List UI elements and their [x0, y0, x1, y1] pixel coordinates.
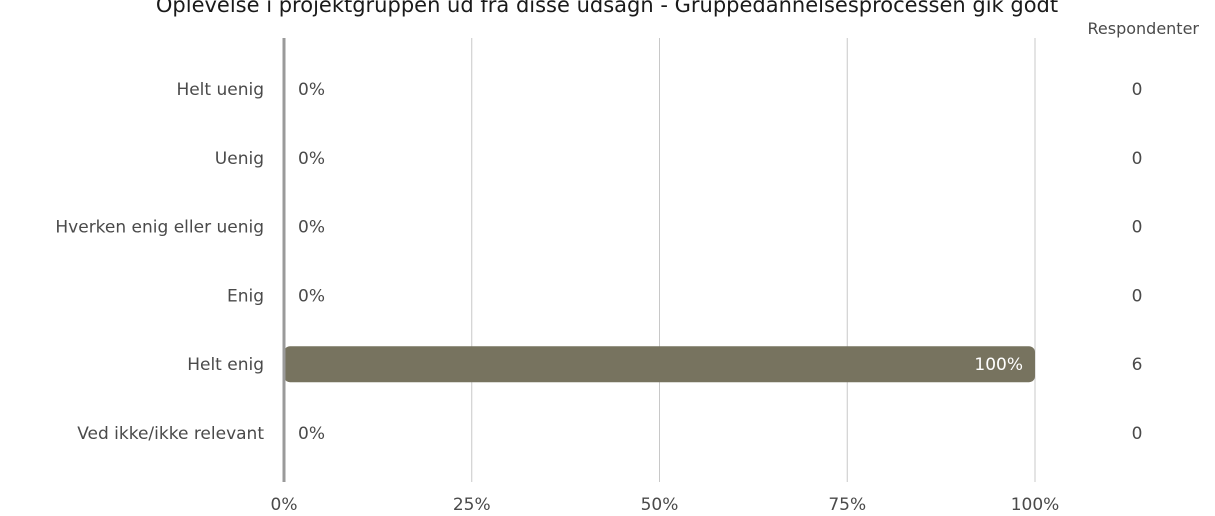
gridlines: [471, 38, 1036, 482]
x-tick-label: 100%: [1011, 495, 1060, 515]
respondent-counts: 0 0 0 0 6 0: [1132, 80, 1143, 444]
value-label: 0%: [298, 286, 325, 306]
category-label: Helt enig: [187, 355, 264, 375]
value-label: 0%: [298, 424, 325, 444]
value-label: 0%: [298, 149, 325, 169]
value-label: 0%: [298, 80, 325, 100]
category-label: Helt uenig: [176, 80, 264, 100]
respondent-count: 6: [1132, 355, 1143, 375]
respondent-count: 0: [1132, 80, 1143, 100]
respondent-count: 0: [1132, 286, 1143, 306]
x-tick-label: 75%: [828, 495, 866, 515]
value-label: 0%: [298, 218, 325, 238]
value-labels: 0% 0% 0% 0% 100% 0%: [298, 80, 1023, 444]
category-labels: Helt uenig Uenig Hverken enig eller uenig E…: [55, 80, 264, 444]
respondent-count: 0: [1132, 424, 1143, 444]
x-tick-label: 50%: [641, 495, 679, 515]
respondents-header: Respondenter: [1088, 19, 1200, 38]
respondent-count: 0: [1132, 149, 1143, 169]
x-tick-label: 25%: [453, 495, 491, 515]
category-label: Ved ikke/ikke relevant: [77, 424, 264, 444]
category-label: Enig: [227, 286, 264, 306]
chart-title: Oplevelse i projektgruppen ud fra disse …: [156, 0, 1058, 17]
x-tick-label: 0%: [271, 495, 298, 515]
category-label: Hverken enig eller uenig: [55, 218, 264, 238]
value-label: 100%: [974, 355, 1023, 375]
bar: [284, 346, 1035, 383]
bars: [284, 346, 1035, 383]
category-label: Uenig: [215, 149, 264, 169]
x-tick-labels: 0% 25% 50% 75% 100%: [271, 495, 1060, 515]
respondent-count: 0: [1132, 218, 1143, 238]
